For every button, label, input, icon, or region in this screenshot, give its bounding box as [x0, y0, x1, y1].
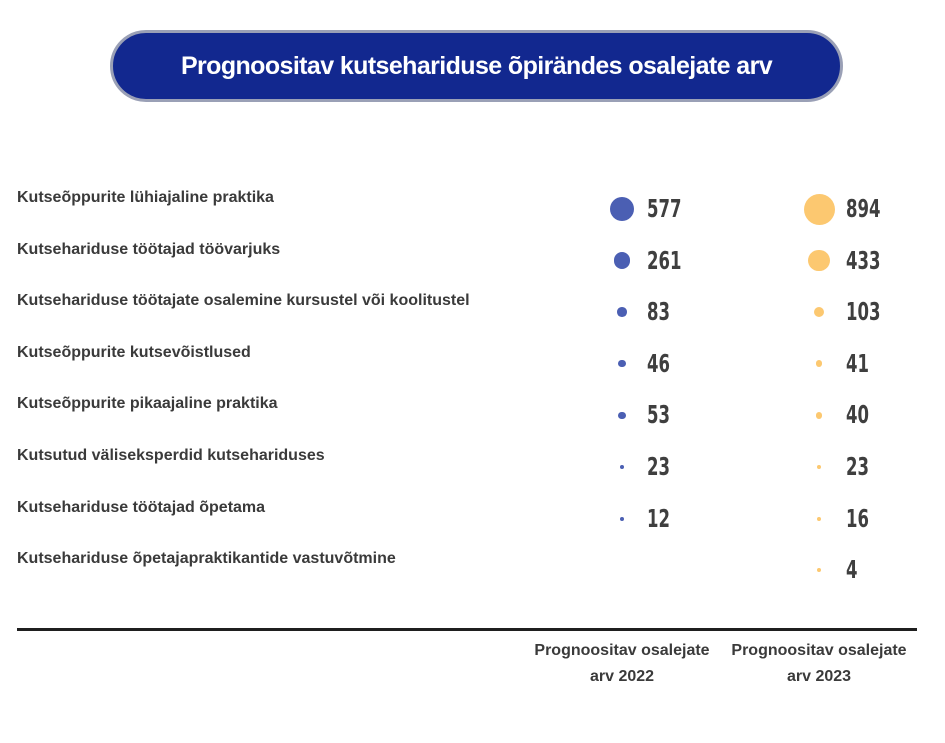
row-label: Kutsehariduse õpetajapraktikantide vastu… [17, 550, 396, 568]
bubble-2023 [808, 249, 830, 272]
value-label-2023: 4 [846, 555, 858, 585]
row-label: Kutseõppurite lühiajaline praktika [17, 189, 274, 206]
bubble-2022 [609, 196, 635, 222]
column-label-2022: Prognoositav osalejate arv 2022 [534, 642, 710, 685]
row-label: Kutsehariduse töötajad töövarjuks [17, 240, 281, 258]
value-label-2023: 894 [846, 194, 881, 223]
value-label-2022: 12 [647, 503, 670, 533]
bubble-2022 [620, 516, 624, 521]
value-label-2022: 261 [647, 245, 682, 275]
baseline-divider [17, 628, 917, 631]
bubble-2022 [617, 307, 627, 317]
row-label: Kutsehariduse töötajad õpetama [17, 498, 266, 516]
value-label-2023: 41 [846, 348, 869, 378]
value-label-2022: 46 [647, 348, 670, 378]
value-label-2023: 433 [846, 245, 881, 275]
value-label-2022: 53 [647, 400, 670, 430]
row-label: Kutsutud väliseksperdid kutsehariduses [17, 447, 325, 464]
bubble-2023 [813, 306, 825, 318]
bubble-2022 [618, 360, 626, 368]
value-label-2023: 23 [846, 452, 869, 481]
bubble-2023 [816, 464, 822, 470]
value-label-2023: 103 [846, 297, 881, 327]
value-label-2022: 577 [647, 194, 682, 223]
bubble-2022 [619, 464, 625, 470]
bubble-2023 [817, 568, 821, 573]
column-label-2023: Prognoositav osalejate arv 2023 [731, 642, 907, 685]
value-label-2022: 83 [647, 297, 670, 327]
bubble-2022 [613, 252, 631, 269]
value-label-2023: 16 [846, 503, 869, 533]
bubble-2023 [815, 360, 823, 368]
row-label: Kutseõppurite pikaajaline praktika [17, 395, 278, 413]
bubble-2022 [618, 411, 626, 420]
chart-title-banner: Prognoositav kutsehariduse õpirändes osa… [110, 30, 843, 102]
row-label: Kutsehariduse töötajate osalemine kursus… [17, 292, 470, 310]
value-label-2022: 23 [647, 452, 670, 481]
value-label-2023: 40 [846, 400, 869, 430]
bubble-2023 [803, 193, 835, 225]
bubble-2023 [815, 412, 823, 419]
bubble-2023 [816, 516, 822, 521]
chart-title: Prognoositav kutsehariduse õpirändes osa… [180, 51, 773, 80]
row-label: Kutseõppurite kutsevõistlused [17, 343, 251, 361]
